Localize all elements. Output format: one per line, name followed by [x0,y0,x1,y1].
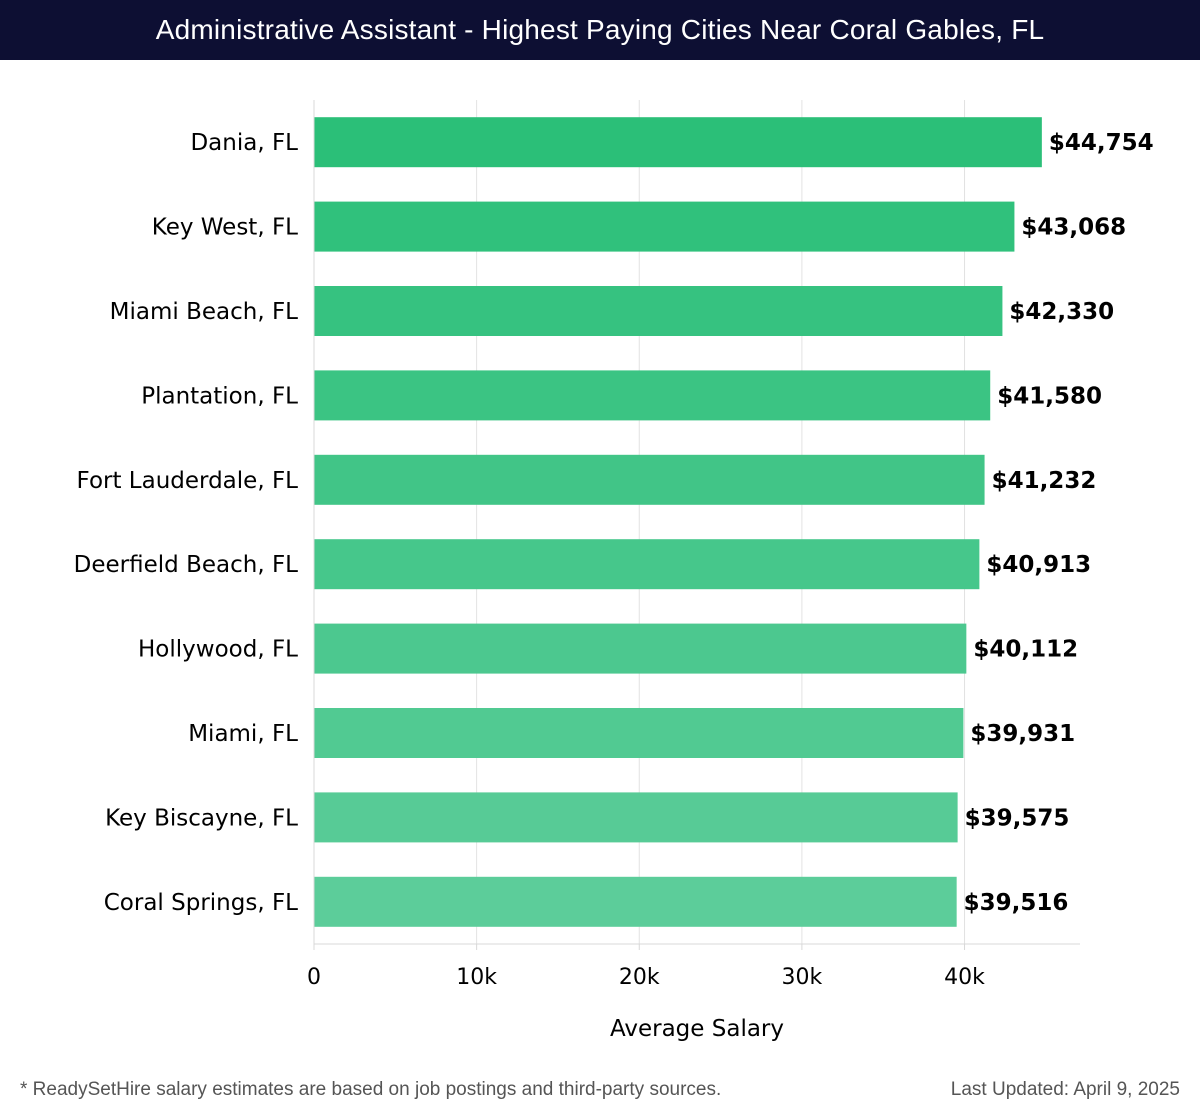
bar [314,454,985,505]
category-label: Dania, FL [190,130,298,156]
chart-title: Administrative Assistant - Highest Payin… [0,0,1200,60]
bar [314,623,967,674]
bars [314,117,1042,927]
category-label: Miami Beach, FL [110,299,299,325]
value-label: $41,232 [992,468,1097,494]
x-axis-label: Average Salary [610,1016,784,1042]
category-label: Coral Springs, FL [104,890,298,916]
bar [314,876,957,927]
x-tick-label: 40k [944,965,985,990]
value-label: $39,516 [964,890,1069,916]
bar [314,708,964,758]
bar [314,286,1003,336]
footer-note: * ReadySetHire salary estimates are base… [20,1079,722,1100]
x-tick-label: 0 [307,965,321,990]
labels: 0 10k 20k 30k 40k Dania, FL $44,754 Key West, F… [74,130,1154,990]
category-label: Miami, FL [188,721,298,747]
value-label: $43,068 [1021,215,1126,241]
category-label: Deerfield Beach, FL [74,552,299,578]
category-label: Key West, FL [152,215,298,241]
axes [313,100,1080,950]
bar [314,370,991,421]
category-label: Key Biscayne, FL [105,805,298,831]
bar [314,117,1042,168]
value-label: $40,913 [986,552,1091,578]
category-label: Plantation, FL [141,383,298,409]
bar [314,201,1015,252]
category-label: Fort Lauderdale, FL [77,468,299,494]
category-label: Hollywood, FL [138,637,298,663]
x-tick-label: 20k [619,965,660,990]
last-updated: Last Updated: April 9, 2025 [950,1079,1180,1100]
value-label: $42,330 [1009,299,1114,325]
bar [314,539,980,590]
value-label: $41,580 [997,383,1102,409]
value-label: $40,112 [973,637,1078,663]
value-label: $44,754 [1049,130,1154,156]
bar [314,792,958,843]
value-label: $39,931 [970,721,1075,747]
x-tick-label: 10k [456,965,497,990]
x-tick-label: 30k [782,965,823,990]
value-label: $39,575 [965,805,1070,831]
